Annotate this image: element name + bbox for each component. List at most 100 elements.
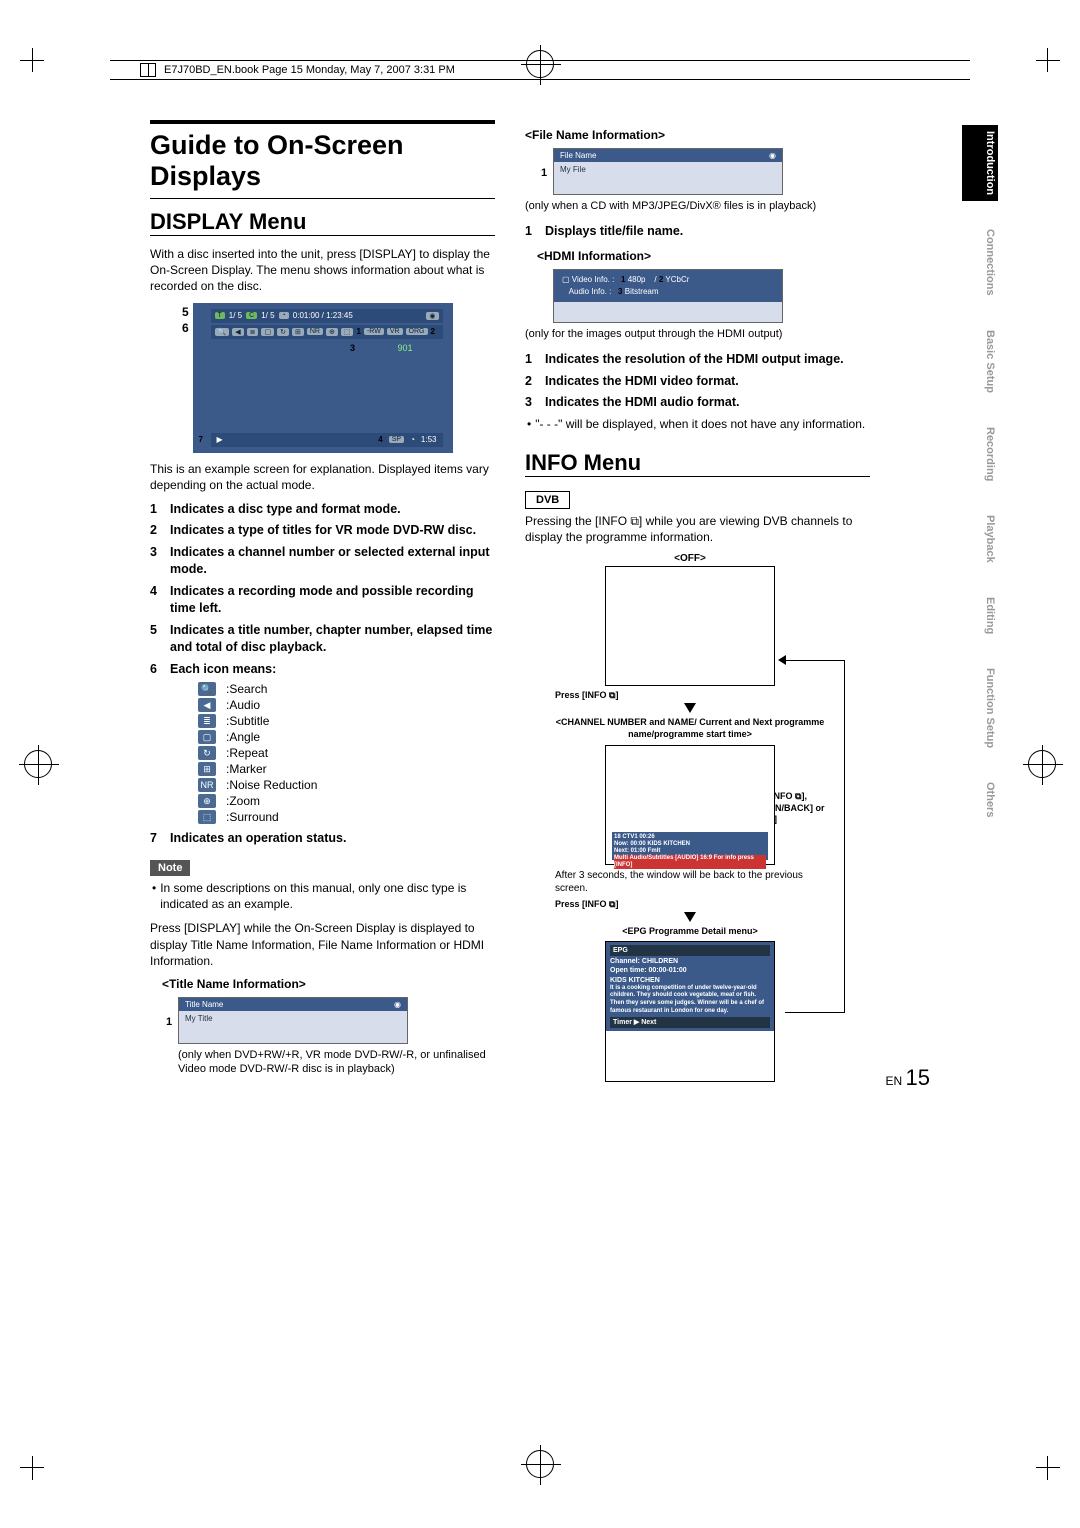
tab-others: Others [962,776,998,823]
osd-sp: SP [389,436,404,443]
title-name-box: Title Name◉ 1 My Title [178,997,408,1044]
list-item: Indicates a recording mode and possible … [170,583,495,618]
display-menu-heading: DISPLAY Menu [150,209,495,235]
box-value: My File [554,162,782,178]
info-flow-diagram: Press [INFO ⧉], [RETURN/BACK] or [SETUP]… [525,553,855,1082]
osd-icon: ▢ [261,328,274,336]
list-item: Indicates a channel number or selected e… [170,544,495,579]
tab-function-setup: Function Setup [962,662,998,754]
tab-basic-setup: Basic Setup [962,324,998,399]
section-tabs: Introduction Connections Basic Setup Rec… [962,125,998,824]
list-item: Indicates an operation status. [170,830,495,848]
disc-icon: ◉ [769,151,776,160]
flow-label-1: <CHANNEL NUMBER and NAME/ Current and Ne… [525,717,855,740]
clock-icon: ◔ [410,435,415,444]
osd-caption: This is an example screen for explanatio… [150,461,495,493]
hdmi-video-fmt: YCbCr [665,275,689,284]
tab-recording: Recording [962,421,998,487]
screen-channel: 18 CTV1 00:26 Now: 00:00 KIDS KITCHEN Ne… [605,745,775,865]
callout-1: 1 [166,1016,172,1028]
osd-c-icon: C [246,312,257,319]
callout-6: 6 [182,321,189,335]
callout-3: 3 [618,287,622,296]
flow-label-2: <EPG Programme Detail menu> [525,926,855,938]
epg-line: KIDS KITCHEN [610,976,770,985]
callout-1: 1 [541,167,547,179]
hdmi-audio-label: Audio Info. : [569,287,612,296]
arrow-down-icon [684,703,696,713]
header-text: E7J70BD_EN.book Page 15 Monday, May 7, 2… [164,64,455,76]
osd-chapter: 1/ 5 [261,311,274,320]
icon-label: Repeat [229,746,268,760]
osd-rectime: 1:53 [421,435,437,444]
note-text: In some descriptions on this manual, onl… [152,880,495,912]
guide-title: Guide to On-Screen Displays [150,120,495,192]
osd-rw: -RW [364,328,384,335]
callout-4: 4 [378,435,382,444]
callout-1: 1 [621,275,625,284]
note-badge: Note [150,860,190,876]
subtitle-icon: ≣ [198,714,216,728]
osd-icon: ⊕ [326,328,338,336]
angle-icon: ▢ [198,730,216,744]
hdmi-info-box: ▢ Video Info. : 1 480p / 2 YCbCr Audio I… [553,269,783,323]
list-item: Indicates a disc type and format mode. [170,501,495,519]
hdmi-video-label: ▢ Video Info. : [562,275,614,284]
search-icon: 🔍 [198,682,216,696]
osd-icon: ⊞ [292,328,304,336]
icon-label: Noise Reduction [229,778,317,792]
tab-introduction: Introduction [962,125,998,201]
icon-label: Zoom [229,794,260,808]
osd-example: T 1/ 5 C 1/ 5 ◔ 0:01:00 / 1:23:45 ◉ 🔍 ◀︎… [193,303,453,453]
callout-2: 2 [431,327,435,336]
crop-mark [1036,48,1060,72]
epg-line: Channel: CHILDREN [610,957,770,966]
icon-legend: 🔍: Search ◀︎: Audio ≣: Subtitle ▢: Angle… [150,682,495,824]
right-column: <File Name Information> File Name ◉ 1 My … [525,120,870,1086]
registration-mark [1028,750,1056,778]
osd-icon: ≣ [247,328,259,336]
play-icon: ▶ [217,435,223,444]
list-item: Indicates a type of titles for VR mode D… [170,522,495,540]
bar-line: Now: 00:00 KIDS KITCHEN [614,841,766,848]
epg-line: It is a cooking competition of under twe… [610,985,770,1016]
box-title: Title Name [185,1000,223,1009]
registration-mark [24,750,52,778]
callout-7: 7 [199,435,203,444]
display-numbered-list: 1Indicates a disc type and format mode. … [150,501,495,679]
dvb-intro: Pressing the [INFO ⧉] while you are view… [525,513,870,545]
tab-playback: Playback [962,509,998,569]
osd-icon: 🔍 [215,328,230,336]
osd-icon: NR [307,328,323,335]
callout-5: 5 [182,305,189,319]
osd-icon: ⬚ [341,328,354,336]
osd-clock-icon: ◔ [279,312,289,319]
registration-mark [526,1450,554,1478]
display-intro: With a disc inserted into the unit, pres… [150,246,495,295]
list-item: Indicates the HDMI audio format. [545,394,870,412]
screen-off [605,566,775,686]
after-text: After 3 seconds, the window will be back… [555,869,825,895]
hdmi-bullet: "- - -" will be displayed, when it does … [527,416,870,432]
tab-editing: Editing [962,591,998,640]
bar-line: 18 CTV1 00:26 [614,834,766,841]
disc-icon: ◉ [394,1000,401,1009]
marker-icon: ⊞ [198,762,216,776]
epg-line: Timer ▶ Next [610,1017,770,1028]
icon-label: Marker [229,762,266,776]
epg-box: EPG Channel: CHILDREN Open time: 00:00-0… [605,941,775,1082]
zoom-icon: ⊕ [198,794,216,808]
file-name-info-hdr: <File Name Information> [525,128,870,142]
file-name-box: File Name◉ 1 My File [553,148,783,195]
title-name-info-hdr: <Title Name Information> [162,977,495,991]
box-title: File Name [560,151,596,160]
list-item: Indicates a title number, chapter number… [170,622,495,657]
bar-line: Multi Audio/Subtitles [AUDIO] 16:9 For i… [614,855,766,869]
osd-icon: ◀︎ [232,328,243,336]
osd-t-icon: T [215,312,225,319]
osd-vr: VR [387,328,403,335]
audio-icon: ◀︎ [198,698,216,712]
display-para2: Press [DISPLAY] while the On-Screen Disp… [150,920,495,969]
osd-icon: ↻ [277,328,289,336]
osd-time: 0:01:00 / 1:23:45 [293,311,353,320]
